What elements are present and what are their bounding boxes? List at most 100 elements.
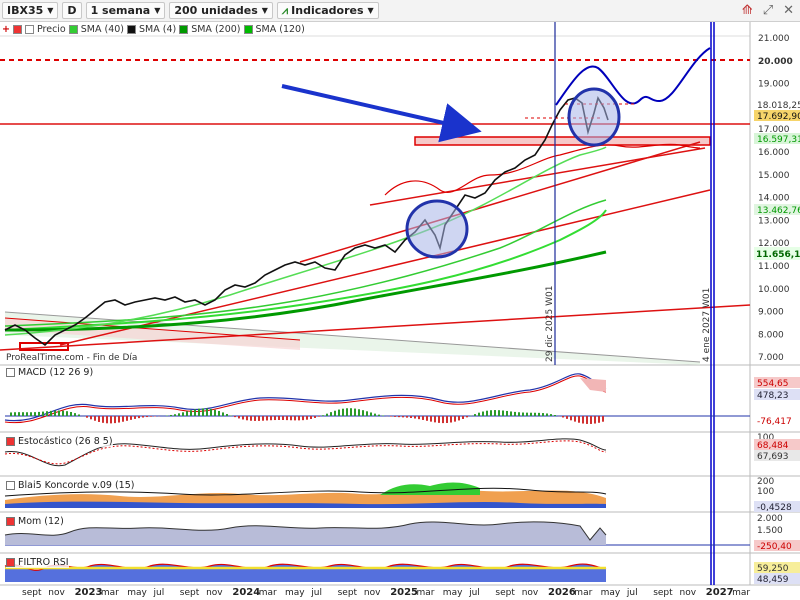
mom-label[interactable]: Mom (12) bbox=[6, 516, 64, 527]
legend-sma120[interactable]: SMA (120) bbox=[255, 24, 305, 35]
blai5-axis-100: 100 bbox=[757, 487, 774, 497]
macd-histogram-bar bbox=[118, 416, 120, 423]
macd-histogram-bar bbox=[10, 412, 12, 416]
timeframe-label: 1 semana bbox=[90, 4, 151, 17]
indicators-button[interactable]: ⩘ Indicadores ▼ bbox=[276, 2, 379, 19]
x-axis-label: jul bbox=[311, 588, 323, 598]
macd-histogram-bar bbox=[534, 412, 536, 416]
toolbar: IBX35 ▼ D 1 semana ▼ 200 unidades ▼ ⩘ Indica… bbox=[0, 0, 800, 22]
macd-histogram-bar bbox=[98, 416, 100, 422]
macd-histogram-bar bbox=[150, 416, 152, 417]
units-selector[interactable]: 200 unidades ▼ bbox=[169, 2, 273, 19]
macd-histogram-bar bbox=[262, 416, 264, 421]
macd-histogram-bar bbox=[506, 410, 508, 416]
price-tag-bg-3 bbox=[754, 133, 800, 144]
sma4-swatch-icon bbox=[127, 25, 136, 34]
macd-histogram-bar bbox=[562, 416, 564, 418]
mom-axis-2000: 2.000 bbox=[757, 514, 783, 524]
stoch-label-text: Estocástico (26 8 5) bbox=[18, 436, 113, 447]
watermark: ProRealTime.com - Fin de Día bbox=[6, 353, 138, 363]
close-icon[interactable]: ✕ bbox=[783, 3, 794, 18]
x-axis-label: jul bbox=[626, 588, 638, 598]
macd-histogram-bar bbox=[374, 413, 376, 416]
macd-histogram-bar bbox=[486, 410, 488, 416]
vertical-label-2: 4 ene 2027 W01 bbox=[702, 288, 712, 362]
rsi-value-1: 59,250 bbox=[757, 564, 789, 574]
macd-histogram-bar bbox=[238, 416, 240, 419]
macd-histogram-bar bbox=[294, 416, 296, 421]
macd-histogram-bar bbox=[566, 416, 568, 419]
stoch-label[interactable]: Estocástico (26 8 5) bbox=[6, 436, 113, 447]
macd-histogram-bar bbox=[110, 416, 112, 424]
chevron-down-icon: ▼ bbox=[261, 6, 268, 15]
macd-histogram-bar bbox=[330, 412, 332, 416]
symbol-selector[interactable]: IBX35 ▼ bbox=[2, 2, 59, 19]
indicators-label: Indicadores bbox=[291, 4, 364, 17]
macd-histogram-bar bbox=[86, 416, 88, 418]
macd-histogram-bar bbox=[474, 414, 476, 416]
macd-histogram-bar bbox=[582, 416, 584, 424]
price-tag-2: 17.692,90 bbox=[757, 112, 800, 122]
trendline-mid bbox=[59, 189, 711, 346]
macd-histogram-bar bbox=[50, 410, 52, 416]
macd-histogram-bar bbox=[574, 416, 576, 422]
macd-histogram-bar bbox=[246, 416, 248, 421]
stoch-tag-bg-1 bbox=[754, 439, 800, 450]
legend-sma200[interactable]: SMA (200) bbox=[191, 24, 241, 35]
macd-histogram-bar bbox=[426, 416, 428, 421]
macd-histogram-bar bbox=[362, 410, 364, 416]
macd-histogram-bar bbox=[194, 409, 196, 416]
sma120-line bbox=[4, 209, 607, 331]
macd-histogram-bar bbox=[554, 415, 556, 416]
legend-sma40[interactable]: SMA (40) bbox=[80, 24, 124, 35]
macd-histogram-bar bbox=[70, 411, 72, 416]
macd-histogram-bar bbox=[358, 409, 360, 416]
macd-histogram-bar bbox=[298, 416, 300, 421]
macd-histogram-bar bbox=[62, 410, 64, 416]
timeframe-selector[interactable]: 1 semana ▼ bbox=[85, 2, 166, 19]
blai5-swatch-icon bbox=[6, 481, 15, 490]
rsi-value-2: 48,459 bbox=[757, 575, 789, 585]
price-tag-1: 18.018,25 bbox=[757, 101, 800, 111]
macd-histogram-bar bbox=[518, 412, 520, 416]
price-axis-tick: 19.000 bbox=[758, 80, 790, 90]
macd-fill bbox=[580, 378, 606, 392]
macd-histogram-bar bbox=[46, 411, 48, 416]
macd-histogram-bar bbox=[190, 410, 192, 416]
macd-histogram-bar bbox=[354, 408, 356, 416]
legend-price[interactable]: Precio bbox=[36, 24, 66, 35]
add-icon[interactable]: + bbox=[2, 24, 10, 35]
macd-histogram-bar bbox=[350, 408, 352, 416]
price-tag-3: 16.597,31 bbox=[757, 135, 800, 145]
fullscreen-icon[interactable]: ⤢ bbox=[762, 3, 774, 18]
sma200-line bbox=[4, 250, 607, 332]
macd-histogram-bar bbox=[54, 410, 56, 416]
x-axis-label: mar bbox=[574, 588, 593, 598]
period-d-button[interactable]: D bbox=[62, 2, 82, 19]
macd-histogram-bar bbox=[58, 410, 60, 416]
blai5-label[interactable]: Blai5 Koncorde v.09 (15) bbox=[6, 480, 135, 491]
price-tag-4: 13.462,76 bbox=[757, 206, 800, 216]
macd-histogram-bar bbox=[146, 416, 148, 418]
macd-histogram-bar bbox=[538, 412, 540, 416]
macd-histogram-bar bbox=[434, 416, 436, 423]
macd-histogram-bar bbox=[322, 415, 324, 416]
macd-swatch-icon bbox=[6, 368, 15, 377]
chart-tools-icon[interactable]: ⟰ bbox=[741, 3, 753, 18]
sma120-line-b bbox=[4, 199, 607, 327]
rsi-label[interactable]: FILTRO RSI bbox=[6, 557, 69, 568]
legend-sma4[interactable]: SMA (4) bbox=[139, 24, 177, 35]
macd-histogram-bar bbox=[418, 416, 420, 420]
macd-histogram-bar bbox=[314, 416, 316, 418]
macd-histogram bbox=[10, 408, 604, 424]
macd-label[interactable]: MACD (12 26 9) bbox=[6, 367, 94, 378]
x-axis-label: 2023 bbox=[74, 587, 103, 598]
mom-value: -250,40 bbox=[757, 542, 792, 552]
macd-histogram-bar bbox=[130, 416, 132, 420]
sma4-red-line bbox=[384, 143, 701, 196]
x-axis-label: 2027 bbox=[705, 587, 734, 598]
macd-histogram-bar bbox=[42, 411, 44, 416]
sma120-swatch-icon bbox=[243, 25, 253, 34]
price-axis-tick: 9.000 bbox=[758, 308, 784, 318]
